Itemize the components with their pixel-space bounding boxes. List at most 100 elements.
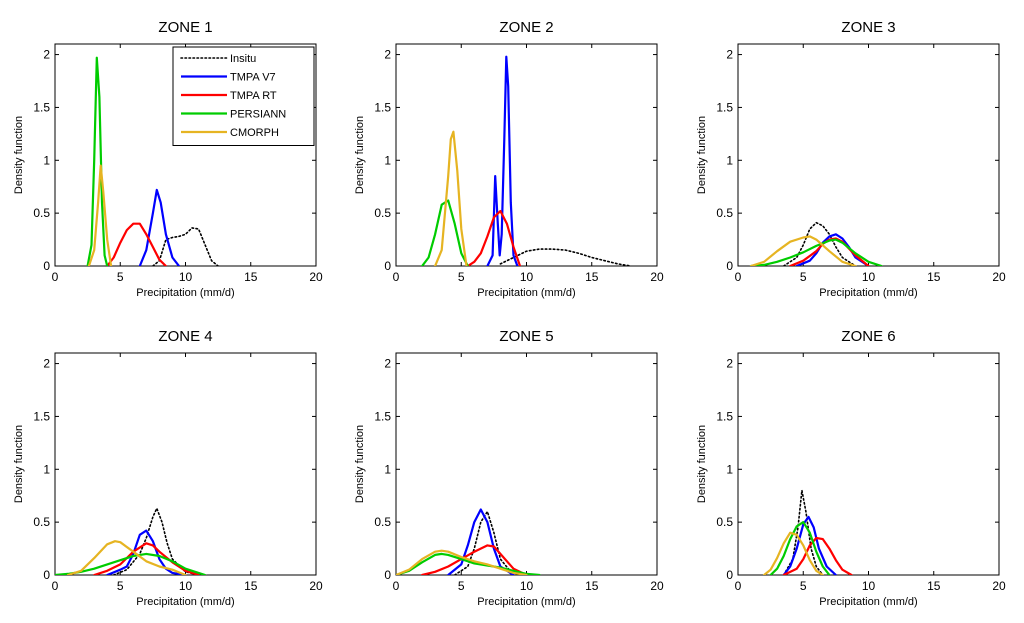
x-tick-label: 0: [393, 579, 400, 593]
x-tick-label: 15: [927, 579, 941, 593]
legend-label: TMPA V7: [230, 72, 276, 84]
y-tick-label: 1: [384, 462, 391, 476]
y-tick-label: 1.5: [374, 409, 391, 423]
x-tick-label: 5: [800, 270, 807, 284]
x-tick-label: 5: [800, 579, 807, 593]
series-group: [396, 508, 541, 575]
x-tick-label: 10: [179, 579, 193, 593]
series-line-tmpa-rt: [782, 536, 853, 575]
panel-title: ZONE 6: [841, 328, 895, 345]
y-tick-label: 0.5: [716, 206, 733, 220]
axes-frame: [395, 352, 658, 576]
x-tick-label: 0: [735, 579, 742, 593]
series-line-cmorph: [749, 235, 857, 266]
y-tick-label: 0.5: [33, 206, 50, 220]
series-line-tmpa-v7: [106, 529, 187, 575]
series-line-tmpa-rt: [466, 209, 522, 266]
y-tick-label: 2: [43, 48, 50, 62]
x-tick-label: 20: [992, 270, 1006, 284]
y-tick-label: 0.5: [374, 515, 391, 529]
x-tick-label: 10: [862, 579, 876, 593]
panel-zone-4: ZONE 4 0 5 10 15 20 0 0.5 1 1.5 2 Precipitation (mm…: [13, 328, 323, 608]
x-tick-label: 20: [992, 579, 1006, 593]
series-line-tmpa-rt: [93, 542, 200, 575]
y-tick-label: 1: [384, 153, 391, 167]
x-tick-label: 10: [520, 270, 534, 284]
y-axis-label: Density function: [13, 425, 25, 503]
axes-frame: [395, 43, 658, 267]
x-tick-label: 5: [458, 579, 465, 593]
y-axis-label: Density function: [354, 425, 366, 503]
y-tick-label: 2: [726, 357, 733, 371]
legend-box: [172, 46, 315, 146]
x-tick-label: 5: [458, 270, 465, 284]
y-tick-label: 0.5: [374, 206, 391, 220]
y-tick-label: 0.5: [33, 515, 50, 529]
axes-frame: [737, 352, 1000, 576]
panel-title: ZONE 3: [841, 19, 895, 36]
x-axis-label: Precipitation (mm/d): [136, 287, 234, 299]
panel-zone-3: ZONE 3 0 5 10 15 20 0 0.5 1 1.5 2 Precipitation (mm…: [696, 19, 1006, 299]
series-line-persiann: [749, 238, 883, 266]
y-tick-label: 0: [43, 568, 50, 582]
legend-label: CMORPH: [230, 127, 279, 139]
x-axis-label: Precipitation (mm/d): [477, 287, 575, 299]
x-tick-label: 15: [927, 270, 941, 284]
series-line-persiann: [86, 56, 109, 266]
series-line-cmorph: [434, 130, 468, 266]
x-axis-label: Precipitation (mm/d): [819, 287, 917, 299]
y-tick-label: 0: [43, 259, 50, 273]
x-tick-label: 15: [585, 579, 599, 593]
legend-label: PERSIANN: [230, 109, 286, 121]
y-axis-label: Density function: [354, 116, 366, 194]
x-tick-label: 20: [650, 579, 664, 593]
x-axis-label: Precipitation (mm/d): [477, 596, 575, 608]
y-tick-label: 1.5: [716, 100, 733, 114]
y-axis-label: Density function: [696, 425, 708, 503]
y-axis-label: Density function: [696, 116, 708, 194]
y-tick-label: 1.5: [33, 409, 50, 423]
axes-frame: [737, 43, 1000, 267]
series-line-insitu: [112, 507, 200, 575]
x-tick-label: 15: [244, 270, 258, 284]
series-line-tmpa-v7: [782, 515, 838, 575]
legend-label: TMPA RT: [230, 90, 277, 102]
x-tick-label: 5: [117, 579, 124, 593]
y-tick-label: 1.5: [716, 409, 733, 423]
y-tick-label: 0: [384, 259, 391, 273]
y-tick-label: 1: [43, 153, 50, 167]
y-tick-label: 0: [726, 259, 733, 273]
panel-title: ZONE 1: [158, 19, 212, 36]
panel-title: ZONE 5: [499, 328, 553, 345]
series-line-cmorph: [762, 531, 824, 575]
series-line-cmorph: [396, 549, 528, 575]
panel-zone-6: ZONE 6 0 5 10 15 20 0 0.5 1 1.5 2 Precipitation (mm…: [696, 328, 1006, 608]
y-tick-label: 1: [726, 153, 733, 167]
series-line-persiann: [769, 520, 831, 575]
y-tick-label: 2: [726, 48, 733, 62]
x-tick-label: 0: [393, 270, 400, 284]
panel-zone-5: ZONE 5 0 5 10 15 20 0 0.5 1 1.5 2 Precipitation (mm…: [354, 328, 664, 608]
legend-label: Insitu: [230, 53, 256, 65]
x-tick-label: 15: [244, 579, 258, 593]
y-tick-label: 2: [384, 48, 391, 62]
y-tick-label: 2: [43, 357, 50, 371]
series-line-cmorph: [66, 540, 187, 575]
series-line-insitu: [499, 248, 632, 266]
series-line-tmpa-v7: [138, 188, 181, 266]
panel-zone-2: ZONE 2 0 5 10 15 20 0 0.5 1 1.5 2 Precipitation (mm…: [354, 19, 664, 299]
series-line-tmpa-rt: [421, 544, 528, 575]
x-tick-label: 20: [309, 579, 323, 593]
x-tick-label: 5: [117, 270, 124, 284]
axes-frame: [54, 352, 317, 576]
series-group: [421, 55, 632, 266]
series-group: [86, 56, 219, 266]
x-tick-label: 15: [585, 270, 599, 284]
x-axis-label: Precipitation (mm/d): [819, 596, 917, 608]
y-axis-label: Density function: [13, 116, 25, 194]
series-line-cmorph: [87, 164, 113, 266]
x-tick-label: 20: [309, 270, 323, 284]
series-line-insitu: [782, 221, 857, 266]
x-tick-label: 10: [862, 270, 876, 284]
